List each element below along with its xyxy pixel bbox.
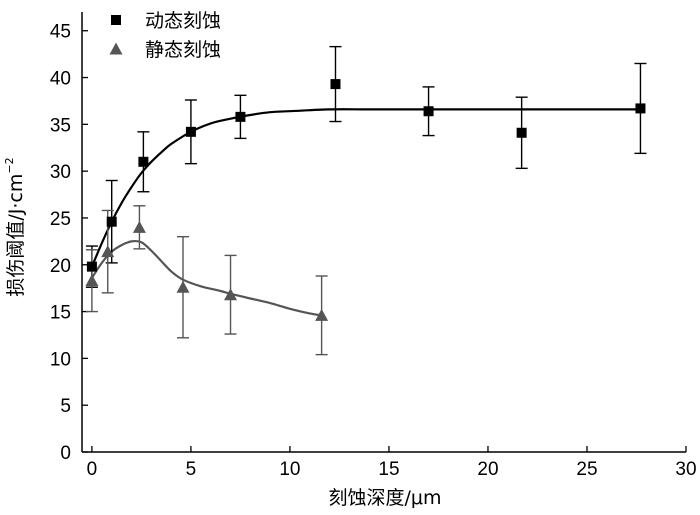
legend-marker-static [109, 42, 123, 55]
x-tick-label: 15 [378, 459, 399, 480]
fit-curve-dynamic [90, 108, 641, 268]
x-axis-label: 刻蚀深度/μm [329, 487, 442, 509]
data-point-static [315, 308, 329, 321]
fit-curves [90, 108, 641, 317]
data-point-dynamic [423, 106, 434, 117]
y-tick-label: 20 [50, 256, 71, 277]
data-point-dynamic [185, 126, 196, 137]
y-tick-label: 45 [50, 22, 71, 43]
x-tick-label: 10 [279, 459, 300, 480]
y-tick-label: 5 [60, 396, 71, 417]
y-tick-label: 0 [60, 443, 71, 464]
y-tick-label: 40 [50, 69, 71, 90]
data-point-dynamic [235, 111, 246, 122]
legend-label-dynamic: 动态刻蚀 [145, 10, 221, 32]
y-axis-label-superscript: −2 [3, 157, 16, 173]
data-point-dynamic [86, 261, 97, 272]
data-point-dynamic [635, 103, 646, 114]
y-tick-label: 35 [50, 115, 71, 136]
data-point-static [224, 288, 238, 301]
x-tick-label: 20 [477, 459, 498, 480]
data-markers [85, 79, 646, 321]
data-point-dynamic [138, 156, 149, 167]
data-point-static [132, 220, 146, 233]
y-tick-label: 30 [50, 162, 71, 183]
data-point-dynamic [106, 216, 117, 227]
y-tick-label: 10 [50, 349, 71, 370]
data-point-static [101, 245, 115, 258]
x-tick-label: 25 [576, 459, 597, 480]
y-tick-label: 25 [50, 209, 71, 230]
data-point-dynamic [516, 127, 527, 138]
y-tick-label: 15 [50, 303, 71, 324]
data-point-static [85, 274, 99, 287]
y-axis-label: 损伤阈值/J·cm−2 [3, 157, 27, 296]
data-point-static [176, 280, 190, 293]
legend-marker-dynamic [111, 15, 121, 25]
x-tick-label: 0 [87, 459, 98, 480]
fit-curve-static [90, 239, 322, 317]
x-tick-label: 30 [675, 459, 696, 480]
axes: 0 5 10 15 20 25 30 0 5 10 15 20 25 30 35 40 45 [50, 12, 697, 480]
legend-label-static: 静态刻蚀 [145, 39, 221, 61]
data-point-dynamic [330, 79, 341, 90]
error-bars [85, 45, 647, 356]
y-axis-label-main: 损伤阈值/J·cm [5, 174, 27, 297]
x-tick-label: 5 [186, 459, 197, 480]
